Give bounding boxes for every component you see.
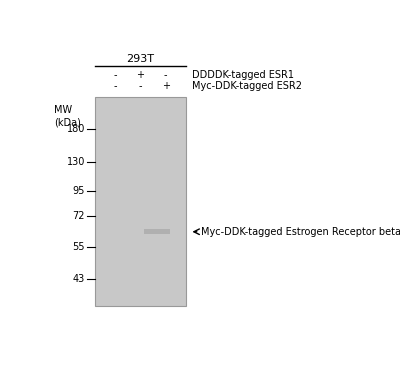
Text: 95: 95 [72,186,85,196]
Text: 43: 43 [73,275,85,285]
Text: -: - [164,70,168,80]
Text: Myc-DDK-tagged Estrogen Receptor beta: Myc-DDK-tagged Estrogen Receptor beta [201,227,400,237]
Bar [144,230,170,234]
Text: 55: 55 [72,242,85,252]
Text: -: - [138,81,142,91]
Text: 293T: 293T [126,54,154,64]
Text: -: - [113,70,117,80]
Text: +: + [162,81,170,91]
Text: 130: 130 [66,157,85,167]
Text: DDDDK-tagged ESR1: DDDDK-tagged ESR1 [192,70,294,80]
Text: +: + [136,70,144,80]
Text: 72: 72 [72,211,85,221]
Bar [95,97,186,307]
Text: MW
(kDa): MW (kDa) [54,105,81,127]
Text: Myc-DDK-tagged ESR2: Myc-DDK-tagged ESR2 [192,81,302,91]
Text: 180: 180 [66,124,85,134]
Text: -: - [113,81,117,91]
